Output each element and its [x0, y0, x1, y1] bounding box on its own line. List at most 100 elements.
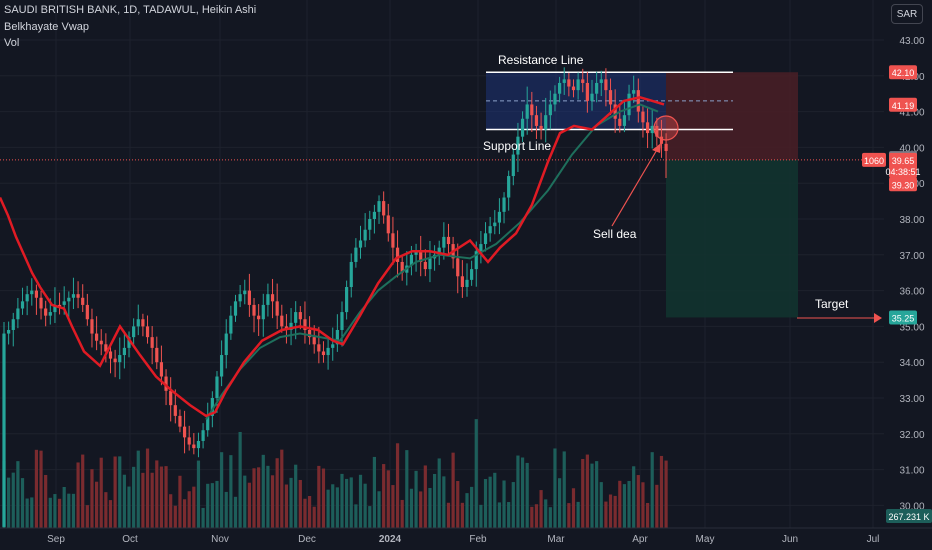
candle-body-101	[470, 269, 474, 280]
volume-bar-65	[303, 498, 307, 528]
candle-body-65	[303, 319, 307, 330]
candle-body-2	[11, 319, 15, 330]
price-tick-8: 35.00	[899, 322, 924, 333]
volume-bar-61	[284, 484, 289, 528]
volume-bar-9	[44, 474, 48, 528]
volume-bar-64	[298, 479, 302, 528]
candle-body-31	[145, 326, 150, 338]
candle-body-111	[516, 136, 520, 155]
candle-body-136	[632, 90, 636, 94]
candle-body-84	[391, 233, 395, 248]
candle-body-122	[567, 79, 571, 87]
candle-body-15	[71, 294, 76, 298]
volume-bar-40	[187, 491, 191, 528]
volume-bar-79	[368, 506, 372, 528]
volume-bar-3	[16, 461, 20, 528]
candle-body-117	[544, 115, 548, 130]
volume-bar-26	[122, 474, 126, 528]
time-tick-5: Feb	[469, 534, 487, 545]
price-tick-11: 32.00	[899, 430, 924, 441]
candle-body-22	[104, 344, 108, 352]
candle-body-131	[608, 90, 613, 105]
volume-bar-52	[243, 475, 247, 528]
candle-body-106	[493, 222, 497, 227]
candle-body-118	[548, 104, 552, 116]
volume-bar-47	[220, 452, 224, 528]
volume-bar-143	[664, 460, 668, 528]
symbol-title: SAUDI BRITISH BANK, 1D, TADAWUL, Heikin …	[4, 4, 257, 16]
price-badge-0: 42.10	[892, 68, 915, 78]
candle-body-7	[34, 290, 39, 298]
price-tick-10: 33.00	[899, 394, 924, 405]
candle-body-140	[650, 125, 654, 134]
volume-bar-42	[196, 460, 201, 528]
volume-label[interactable]: Vol	[4, 37, 20, 49]
candle-body-120	[558, 82, 562, 94]
candle-body-107	[497, 211, 502, 223]
resistance-label: Resistance Line	[498, 53, 584, 67]
volume-badge: 267.231 K	[888, 512, 929, 522]
candle-body-133	[618, 118, 622, 126]
stop-loss-zone	[666, 72, 798, 160]
candle-body-42	[196, 440, 201, 449]
candle-body-81	[377, 201, 381, 212]
candle-body-141	[655, 125, 659, 137]
volume-bar-19	[90, 469, 94, 528]
candle-body-56	[261, 304, 265, 320]
volume-badge-bg	[886, 509, 932, 523]
volume-bar-51	[238, 431, 242, 528]
volume-bar-91	[423, 465, 427, 528]
volume-bar-97	[451, 452, 455, 528]
vwap-line	[0, 95, 665, 418]
volume-bar-83	[386, 470, 390, 528]
currency-button[interactable]: SAR	[891, 4, 923, 24]
candle-body-89	[414, 251, 418, 255]
price-badge-bg-0	[889, 65, 917, 80]
support-label: Support Line	[483, 139, 551, 153]
candle-body-38	[178, 415, 182, 427]
candle-body-63	[294, 312, 298, 323]
volume-bar-112	[520, 457, 525, 528]
candle-body-24	[113, 358, 117, 363]
indicator-label[interactable]: Belkhayate Vwap	[4, 21, 89, 33]
candle-body-32	[150, 337, 154, 348]
candle-body-30	[141, 319, 145, 327]
candle-body-21	[99, 340, 103, 345]
candle-body-46	[215, 376, 219, 398]
candle-body-76	[354, 247, 358, 262]
candle-body-58	[270, 294, 275, 302]
volume-bar-87	[405, 450, 409, 528]
volume-bar-74	[345, 478, 349, 528]
volume-bar-86	[400, 499, 404, 528]
volume-bar-67	[312, 506, 316, 528]
volume-bar-102	[474, 419, 478, 528]
volume-bar-93	[432, 473, 437, 528]
volume-bar-13	[62, 486, 66, 528]
candle-body-92	[428, 258, 432, 270]
volume-bar-113	[525, 462, 529, 528]
volume-bar-122	[567, 503, 571, 528]
volume-bar-128	[595, 461, 599, 528]
volume-bar-99	[460, 502, 464, 528]
volume-bar-127	[590, 463, 594, 528]
candle-body-64	[298, 312, 302, 320]
volume-bar-28	[132, 466, 136, 528]
price-badge-bg-6	[889, 310, 917, 325]
time-tick-8: May	[696, 534, 715, 545]
candle-body-105	[488, 226, 492, 234]
candle-body-130	[604, 79, 608, 91]
price-badge-5: 39.30	[892, 180, 915, 190]
volume-bar-7	[34, 449, 39, 528]
volume-bar-140	[650, 452, 654, 528]
volume-bar-24	[113, 456, 117, 528]
volume-bar-123	[571, 488, 576, 528]
sell-marker-circle	[653, 115, 679, 141]
volume-bar-62	[289, 477, 293, 528]
volume-bar-76	[354, 504, 358, 528]
volume-bar-10	[48, 497, 52, 528]
candle-body-70	[326, 347, 330, 356]
volume-bar-69	[321, 468, 326, 528]
candle-body-34	[159, 362, 164, 377]
price-badge-4: 04:38:51	[885, 167, 920, 177]
